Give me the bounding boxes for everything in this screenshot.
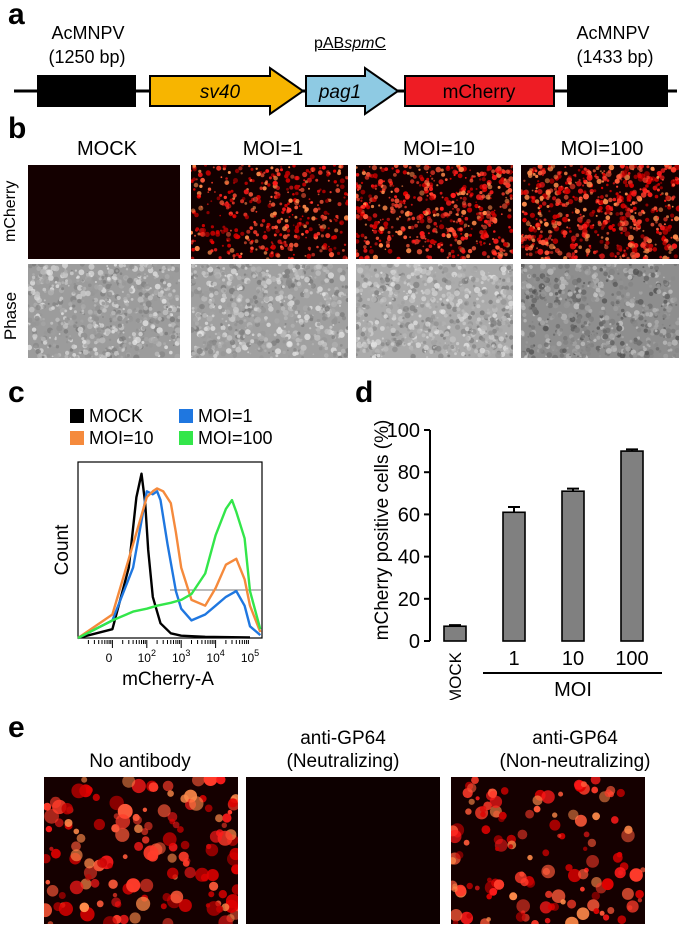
pag1-label: pag1 bbox=[318, 82, 361, 103]
bar-xtick-label: MOCK bbox=[446, 651, 465, 700]
panel-e-label: e bbox=[8, 711, 25, 744]
panel-d-label: d bbox=[355, 376, 374, 409]
left-arm-box bbox=[37, 75, 136, 107]
bar-ytick-label: 100 bbox=[387, 420, 420, 442]
histogram-series-moi-1 bbox=[77, 490, 262, 640]
left-arm-size: (1250 bp) bbox=[48, 47, 126, 67]
legend-swatch-moi1 bbox=[179, 409, 193, 423]
legend-label-moi100: MOI=100 bbox=[198, 428, 273, 448]
bar-xlabel: MOI bbox=[554, 679, 592, 700]
panel-b-label: b bbox=[8, 112, 27, 145]
construct-suffix: C bbox=[374, 35, 387, 52]
histogram-frame bbox=[77, 461, 263, 639]
phase-image-moi10 bbox=[356, 264, 513, 358]
histogram-ylabel: Count bbox=[52, 524, 73, 575]
legend-swatch-moi100 bbox=[179, 431, 193, 445]
col-label-moi100: MOI=100 bbox=[560, 138, 644, 160]
bar-ytick-label: 80 bbox=[398, 462, 420, 484]
bar-100 bbox=[620, 450, 644, 642]
phase-image-moi1 bbox=[191, 264, 348, 358]
histogram-xtick-label: 103 bbox=[172, 648, 190, 665]
construct-italic: spm bbox=[344, 35, 375, 52]
bar-10 bbox=[561, 490, 585, 642]
histogram-xlabel: mCherry-A bbox=[122, 669, 214, 690]
error-bar bbox=[626, 448, 638, 452]
caption-line1: anti-GP64 bbox=[300, 728, 386, 749]
bar-xtick-label: 100 bbox=[615, 648, 648, 670]
row-label-mcherry: mCherry bbox=[2, 180, 19, 242]
histogram-xtick-label: 0 bbox=[106, 651, 113, 665]
caption-line1: anti-GP64 bbox=[532, 728, 618, 749]
bar-ytick-label: 60 bbox=[398, 504, 420, 526]
fluorescence-image-non-neutralizing bbox=[451, 777, 645, 924]
caption-line1: No antibody bbox=[89, 751, 191, 772]
bar-ytick-label: 0 bbox=[409, 631, 420, 653]
panel-c-label: c bbox=[8, 376, 25, 409]
bar-xtick-label: 1 bbox=[508, 648, 519, 670]
sv40-arrow bbox=[149, 66, 305, 116]
mcherry-label: mCherry bbox=[443, 82, 516, 103]
fluorescence-image-no-antibody bbox=[44, 777, 238, 924]
bar-ytick-label: 20 bbox=[398, 589, 420, 611]
phase-image-moi100 bbox=[521, 264, 679, 358]
caption-line2: (Neutralizing) bbox=[286, 751, 400, 772]
bar-ylabel: mCherry positive cells (%) bbox=[372, 420, 393, 641]
right-arm-box bbox=[567, 75, 668, 107]
col-label-moi1: MOI=1 bbox=[242, 138, 304, 160]
construct-diagram: sv40 pag1 mCherry bbox=[14, 66, 677, 116]
error-bar bbox=[567, 487, 579, 492]
bar-ytick-label: 40 bbox=[398, 547, 420, 569]
bar-xtick-label: 10 bbox=[562, 648, 584, 670]
legend-label-moi10: MOI=10 bbox=[89, 428, 154, 448]
histogram-series-moi-100 bbox=[77, 498, 262, 640]
caption-line2: (Non-neutralizing) bbox=[499, 751, 651, 772]
histogram-xtick-label: 102 bbox=[138, 648, 156, 665]
construct-name: pABspmC bbox=[280, 36, 420, 52]
panel-a-label: a bbox=[8, 0, 25, 31]
histogram-series-mock bbox=[77, 472, 251, 640]
image-caption-non-neutralizing: anti-GP64 (Non-neutralizing) bbox=[455, 727, 685, 773]
error-bar bbox=[508, 506, 520, 513]
error-bar bbox=[449, 624, 461, 627]
bar-mock bbox=[443, 625, 467, 642]
image-caption-no-antibody: No antibody bbox=[40, 750, 240, 773]
col-label-mock: MOCK bbox=[77, 138, 137, 160]
phase-image-mock bbox=[28, 264, 180, 358]
histogram-chart: MOCK MOI=1 MOI=10 MOI=100 0 102 103 104 105 … bbox=[52, 406, 273, 690]
row-label-phase: Phase bbox=[1, 291, 20, 341]
histogram-xtick-label: 104 bbox=[206, 648, 224, 665]
legend-swatch-moi10 bbox=[70, 431, 84, 445]
histogram-xtick-label: 105 bbox=[241, 648, 259, 665]
right-arm-name: AcMNPV bbox=[576, 23, 650, 43]
bar-chart: mCherry positive cells (%) 020406080100 … bbox=[372, 420, 662, 700]
left-arm-name: AcMNPV bbox=[51, 23, 125, 43]
fluorescence-image-neutralizing bbox=[246, 777, 440, 924]
legend-label-moi1: MOI=1 bbox=[198, 406, 253, 426]
bar-1 bbox=[502, 511, 526, 642]
mcherry-image-moi1 bbox=[191, 165, 348, 259]
legend-swatch-mock bbox=[70, 409, 84, 423]
pag1-arrow bbox=[305, 66, 400, 116]
sv40-label: sv40 bbox=[200, 82, 241, 103]
col-label-moi10: MOI=10 bbox=[403, 138, 475, 160]
construct-prefix: pAB bbox=[313, 35, 345, 52]
right-arm-size: (1433 bp) bbox=[576, 47, 654, 67]
mcherry-image-mock bbox=[28, 165, 180, 259]
mcherry-box bbox=[404, 75, 555, 107]
histogram-series-moi-10 bbox=[77, 487, 262, 639]
mcherry-image-moi100 bbox=[521, 165, 679, 259]
image-caption-neutralizing: anti-GP64 (Neutralizing) bbox=[238, 727, 448, 773]
mcherry-image-moi10 bbox=[356, 165, 513, 259]
legend-label-mock: MOCK bbox=[89, 406, 143, 426]
